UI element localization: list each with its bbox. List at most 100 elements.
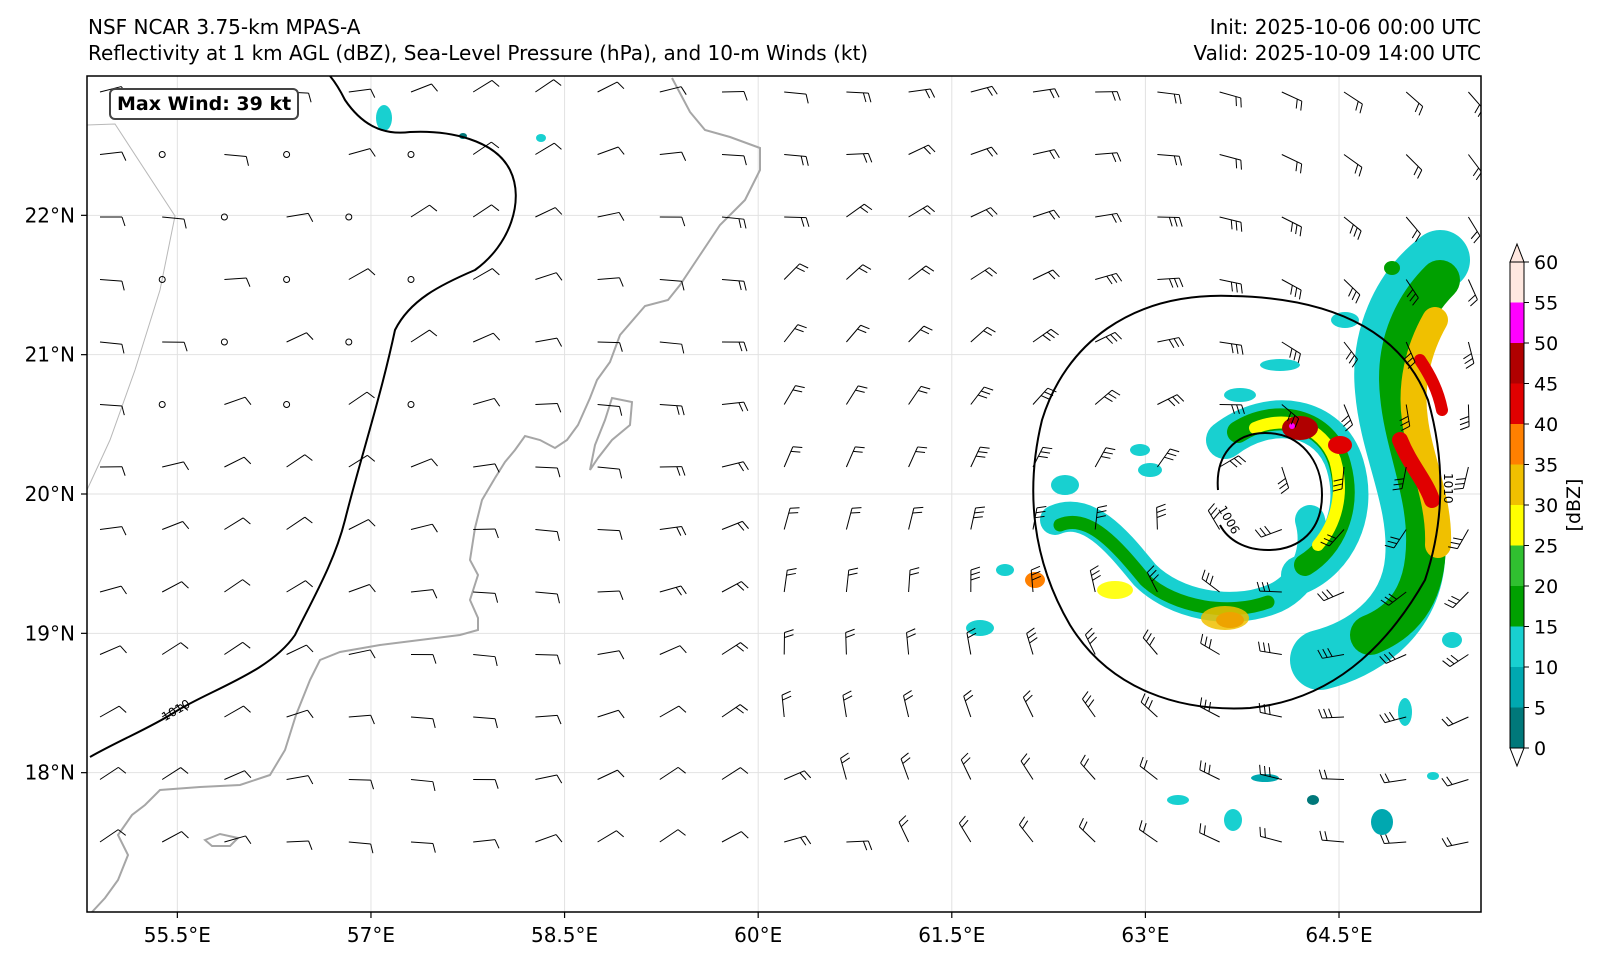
wind-barb xyxy=(960,752,972,780)
wind-barb xyxy=(845,628,855,655)
echo-scatter xyxy=(1251,774,1279,782)
lat-tick-label: 18°N xyxy=(25,761,75,785)
wind-barb xyxy=(348,148,376,157)
wind-barb xyxy=(1219,279,1243,294)
wind-barb xyxy=(845,567,859,593)
lat-tick-label: 20°N xyxy=(25,482,75,506)
calm-wind-marker xyxy=(158,151,166,158)
wind-barb xyxy=(224,396,252,405)
wind-barb xyxy=(1032,209,1060,220)
wind-barb xyxy=(781,690,792,718)
wind-barb xyxy=(410,523,438,533)
wind-barb xyxy=(1157,216,1183,227)
wind-barb xyxy=(99,151,127,161)
map-plot-area: 1010 1010 1006 xyxy=(87,76,1481,912)
wind-barb xyxy=(597,709,625,719)
coastline-islet xyxy=(203,832,240,847)
echo-scatter xyxy=(1331,312,1359,328)
wind-barb xyxy=(1095,152,1122,163)
echo-scatter xyxy=(1051,475,1079,495)
wind-barb xyxy=(1026,627,1038,655)
colorbar-tick-label: 35 xyxy=(1534,455,1558,477)
wind-barb xyxy=(659,466,686,476)
colorbar-tick-label: 5 xyxy=(1534,698,1546,720)
wind-barb xyxy=(1442,654,1469,667)
echo-scatter xyxy=(1442,632,1462,648)
echo-scatter xyxy=(966,620,994,636)
wind-barb xyxy=(597,466,623,479)
wind-barb xyxy=(535,207,563,218)
wind-barb xyxy=(224,154,249,166)
wind-barb xyxy=(1142,629,1158,655)
wind-barb xyxy=(1094,447,1116,468)
wind-barb xyxy=(224,641,251,655)
wind-barb xyxy=(1256,581,1282,593)
wind-barb xyxy=(1405,91,1424,116)
cell-south-2 xyxy=(1201,606,1249,630)
wind-barb xyxy=(472,204,500,218)
wind-barb xyxy=(845,385,868,405)
wind-barb xyxy=(99,705,127,718)
wind-barb xyxy=(1380,591,1407,606)
cell-west xyxy=(1025,572,1045,588)
wind-barb xyxy=(1199,760,1220,780)
wind-barb xyxy=(99,279,125,291)
wind-barb xyxy=(348,779,375,790)
valid-time: Valid: 2025-10-09 14:00 UTC xyxy=(1193,41,1481,65)
wind-barb xyxy=(1032,88,1060,99)
wind-barb xyxy=(970,566,981,593)
wind-barb xyxy=(846,840,873,851)
wind-barb xyxy=(535,142,562,155)
wind-barb xyxy=(1405,216,1421,243)
cell-north-eyewall xyxy=(1282,416,1318,440)
cell-southwest xyxy=(1097,581,1133,599)
lon-tick-label: 64.5°E xyxy=(1305,923,1372,947)
wind-barb xyxy=(1022,690,1034,718)
echo-scatter xyxy=(1371,809,1393,835)
echo-scatter xyxy=(1224,388,1256,402)
wind-barb xyxy=(348,391,375,405)
wind-barb xyxy=(784,216,810,227)
wind-barb xyxy=(473,654,498,667)
wind-barb xyxy=(1379,651,1407,664)
wind-barb xyxy=(410,589,438,599)
wind-barb xyxy=(1441,716,1469,727)
wind-barb xyxy=(721,581,749,593)
calm-wind-marker xyxy=(220,213,228,221)
wind-barb xyxy=(1441,776,1469,787)
wind-barb xyxy=(1219,341,1244,355)
wind-barb xyxy=(970,85,998,96)
wind-barb xyxy=(161,581,189,593)
rainband-east-red xyxy=(1392,432,1440,508)
contour-label-1010-east: 1010 xyxy=(1441,473,1455,504)
wind-barb xyxy=(908,446,928,468)
wind-barb xyxy=(908,88,936,99)
wind-barb xyxy=(846,153,873,163)
wind-barb xyxy=(1157,394,1185,407)
echo-scatter xyxy=(1260,359,1300,371)
calm-wind-marker xyxy=(345,213,353,221)
wind-barb xyxy=(845,446,865,468)
isobar-1006 xyxy=(1216,431,1324,552)
wind-barb xyxy=(1259,764,1282,780)
wind-barb xyxy=(410,779,436,792)
lon-tick-label: 63°E xyxy=(1121,923,1169,947)
wind-barb xyxy=(472,79,500,93)
wind-barb xyxy=(1277,466,1290,494)
wind-barb xyxy=(1281,341,1301,364)
wind-barb xyxy=(224,456,252,468)
wind-barb xyxy=(286,840,313,850)
wind-barb xyxy=(1138,820,1158,843)
wind-barb xyxy=(1319,830,1345,843)
wind-barb xyxy=(1379,711,1407,724)
wind-barb xyxy=(286,775,314,785)
lon-tick-label: 55.5°E xyxy=(144,923,211,947)
wind-barb xyxy=(1207,503,1221,530)
wind-barb xyxy=(162,341,188,352)
wind-barb xyxy=(99,526,127,536)
wind-barb xyxy=(1094,505,1108,530)
wind-barb xyxy=(1095,91,1121,101)
colorbar-segment xyxy=(1510,383,1524,424)
wind-barb xyxy=(846,91,872,103)
wind-barb xyxy=(597,529,623,540)
